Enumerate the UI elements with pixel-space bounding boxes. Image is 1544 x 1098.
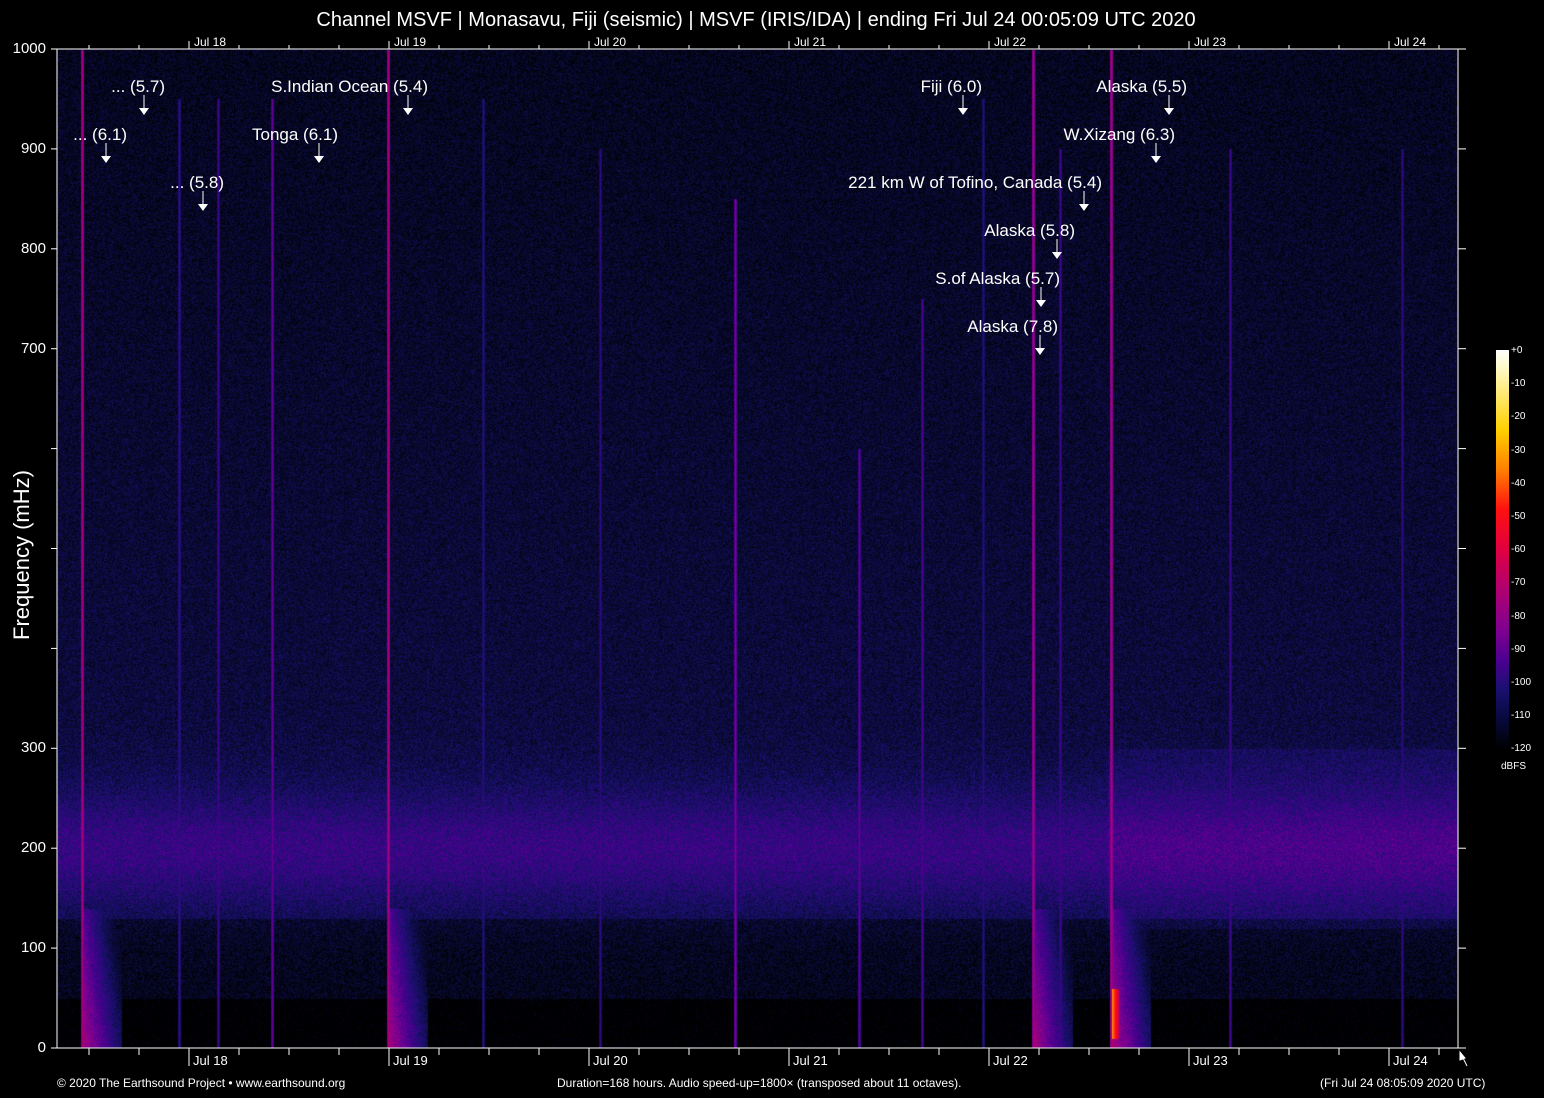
event-annotation: Alaska (5.8) [984,221,1075,241]
down-arrow-icon [314,156,324,163]
duration-info: Duration=168 hours. Audio speed-up=1800×… [557,1076,961,1090]
x-tick-label: Jul 19 [393,1053,428,1068]
y-axis-title: Frequency (mHz) [9,465,35,645]
event-annotation: ... (5.7) [111,77,165,97]
colorbar-tick-label: +0 [1511,345,1522,356]
x-tick-label: Jul 22 [993,1053,1028,1068]
x-tick-label-top: Jul 18 [194,35,226,49]
x-tick-label: Jul 20 [593,1053,628,1068]
y-tick-label: 300 [0,739,46,756]
event-annotation: Alaska (7.8) [967,317,1058,337]
colorbar-tick-label: -10 [1511,378,1525,389]
colorbar [1496,350,1509,749]
down-arrow-icon [958,108,968,115]
x-tick-label-top: Jul 23 [1194,35,1226,49]
down-arrow-icon [139,108,149,115]
down-arrow-icon [1052,252,1062,259]
event-annotation: S.of Alaska (5.7) [935,269,1060,289]
y-tick-label: 200 [0,839,46,856]
down-arrow-icon [1036,300,1046,307]
colorbar-tick-label: -50 [1511,511,1525,522]
down-arrow-icon [1164,108,1174,115]
down-arrow-icon [1079,204,1089,211]
colorbar-tick-label: -20 [1511,411,1525,422]
y-tick-label: 0 [0,1039,46,1056]
y-tick-label: 700 [0,340,46,357]
y-tick-label: 800 [0,240,46,257]
x-tick-label-top: Jul 22 [994,35,1026,49]
x-tick-label: Jul 18 [193,1053,228,1068]
y-tick-label: 100 [0,939,46,956]
event-annotation: ... (6.1) [73,125,127,145]
colorbar-unit-label: dBFS [1501,761,1526,772]
chart-axes [0,0,1544,1098]
event-annotation: Fiji (6.0) [921,77,982,97]
colorbar-tick-label: -40 [1511,478,1525,489]
event-annotation: W.Xizang (6.3) [1064,125,1176,145]
down-arrow-icon [198,204,208,211]
end-time-arrow-icon [1460,1052,1467,1066]
event-annotation: Tonga (6.1) [252,125,338,145]
x-tick-label-top: Jul 20 [594,35,626,49]
down-arrow-icon [101,156,111,163]
colorbar-tick-label: -120 [1511,743,1531,754]
x-tick-label-top: Jul 21 [794,35,826,49]
event-annotation: S.Indian Ocean (5.4) [271,77,428,97]
x-tick-label: Jul 24 [1393,1053,1428,1068]
event-annotation: 221 km W of Tofino, Canada (5.4) [848,173,1102,193]
y-tick-label: 1000 [0,40,46,57]
x-tick-label: Jul 21 [793,1053,828,1068]
x-tick-label: Jul 23 [1193,1053,1228,1068]
event-annotation: ... (5.8) [170,173,224,193]
colorbar-tick-label: -100 [1511,677,1531,688]
x-tick-label-top: Jul 19 [394,35,426,49]
event-annotation: Alaska (5.5) [1096,77,1187,97]
x-tick-label-top: Jul 24 [1394,35,1426,49]
down-arrow-icon [1035,348,1045,355]
colorbar-tick-label: -90 [1511,644,1525,655]
colorbar-tick-label: -60 [1511,544,1525,555]
colorbar-tick-label: -110 [1511,710,1530,721]
colorbar-tick-label: -80 [1511,611,1525,622]
down-arrow-icon [403,108,413,115]
y-tick-label: 900 [0,140,46,157]
colorbar-tick-label: -30 [1511,445,1525,456]
copyright-text: © 2020 The Earthsound Project • www.eart… [57,1076,345,1090]
down-arrow-icon [1151,156,1161,163]
colorbar-tick-label: -70 [1511,577,1525,588]
generated-timestamp: (Fri Jul 24 08:05:09 2020 UTC) [1320,1076,1485,1090]
